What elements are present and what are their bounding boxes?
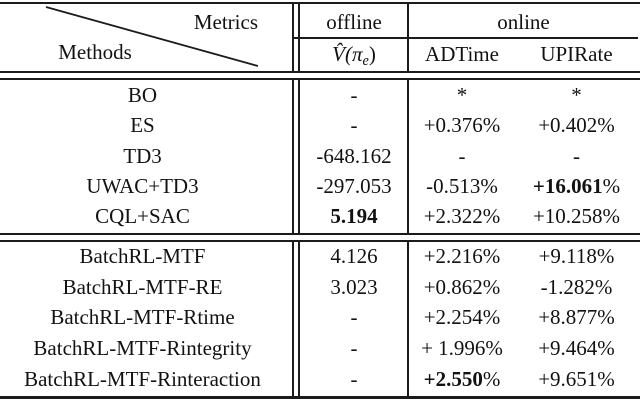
double-vertical-rule: [298, 4, 300, 71]
upirate-value: +10.258%: [532, 204, 621, 229]
upirate-value: +9.118%: [538, 243, 615, 268]
close-paren: ): [368, 42, 376, 66]
section-double-rule: [0, 233, 640, 235]
table-row: BO - * *: [0, 80, 640, 110]
v-hat-symbol: V̂: [332, 42, 345, 66]
method-name: CQL+SAC: [95, 204, 190, 229]
adtime-value: +2.550%: [423, 367, 501, 392]
upirate-value: +16.061%: [532, 173, 621, 198]
method-name: ES: [130, 113, 155, 138]
adtime-value: *: [456, 82, 468, 107]
table-row: CQL+SAC 5.194 +2.322% +10.258%: [0, 202, 640, 232]
method-name: TD3: [123, 143, 162, 168]
table-row: BatchRL-MTF-Rintegrity - + 1.996% +9.464%: [0, 333, 640, 364]
upirate-value: +0.402%: [538, 113, 615, 138]
offline-value: -: [350, 82, 358, 107]
table-row: BatchRL-MTF 4.126 +2.216% +9.118%: [0, 241, 640, 272]
offline-value: -: [350, 336, 358, 361]
header-double-rule: [0, 71, 640, 73]
table-row: BatchRL-MTF-RE 3.023 +0.862% -1.282%: [0, 272, 640, 303]
double-vertical-rule: [292, 242, 294, 396]
section-double-rule: [0, 240, 640, 242]
adtime-value: +2.254%: [423, 305, 501, 330]
offline-value: 3.023: [330, 274, 378, 299]
upirate-column-header: UPIRate: [540, 42, 613, 66]
method-name: BatchRL-MTF-RE: [62, 274, 223, 299]
baseline-methods-block: BO - * * ES - +0.376% +0.402% TD3 -648.162 - - UWAC+…: [0, 80, 640, 232]
offline-value: -: [350, 367, 358, 392]
table-row: BatchRL-MTF-Rtime - +2.254% +8.877%: [0, 303, 640, 334]
adtime-value: -: [458, 143, 466, 168]
pi-subscript-e: e: [362, 52, 369, 69]
adtime-value: +2.216%: [423, 243, 501, 268]
single-vertical-rule: [407, 242, 409, 396]
header-mid-rule: [293, 37, 638, 39]
upirate-value: -1.282%: [540, 274, 613, 299]
adtime-value: +2.322%: [423, 204, 501, 229]
table-bottom-rule: [0, 396, 640, 399]
adtime-value: +0.376%: [423, 113, 501, 138]
adtime-column-header: ADTime: [425, 42, 499, 66]
offline-value: -: [350, 113, 358, 138]
method-name: BatchRL-MTF-Rtime: [50, 305, 235, 330]
adtime-value: -0.513%: [426, 173, 498, 198]
upirate-value: +8.877%: [538, 305, 615, 330]
adtime-value: +0.862%: [423, 274, 501, 299]
table-row: ES - +0.376% +0.402%: [0, 110, 640, 140]
double-vertical-rule: [298, 80, 300, 233]
table-row: UWAC+TD3 -297.053 -0.513% +16.061%: [0, 171, 640, 201]
value-estimate-header: V̂(πe): [303, 40, 405, 69]
upirate-value: +9.464%: [538, 336, 615, 361]
method-name: BatchRL-MTF: [79, 243, 206, 268]
method-name: BatchRL-MTF-Rintegrity: [33, 336, 252, 361]
online-group-header: online: [497, 10, 550, 34]
single-vertical-rule: [407, 4, 409, 71]
offline-value: -648.162: [316, 143, 392, 168]
table-top-rule: [0, 2, 640, 4]
double-vertical-rule: [298, 242, 300, 396]
single-vertical-rule: [407, 80, 409, 233]
method-name: BatchRL-MTF-Rinteraction: [24, 367, 261, 392]
methods-corner-label: Methods: [58, 40, 132, 64]
offline-value: -297.053: [316, 173, 392, 198]
pi-symbol: (π: [344, 42, 363, 66]
upirate-value: +9.651%: [538, 367, 615, 392]
double-vertical-rule: [292, 4, 294, 71]
method-name: BO: [127, 82, 158, 107]
offline-value: 5.194: [330, 204, 378, 229]
table-row: BatchRL-MTF-Rinteraction - +2.550% +9.651%: [0, 364, 640, 395]
metrics-corner-label: Metrics: [193, 10, 258, 34]
offline-group-header: offline: [326, 10, 382, 34]
adtime-value: + 1.996%: [421, 336, 503, 361]
batchrl-methods-block: BatchRL-MTF 4.126 +2.216% +9.118% BatchRL-MT…: [0, 241, 640, 395]
header-double-rule: [0, 78, 640, 80]
offline-value: -: [350, 305, 358, 330]
method-name: UWAC+TD3: [86, 173, 199, 198]
upirate-value: *: [571, 82, 582, 107]
table-row: TD3 -648.162 - -: [0, 141, 640, 171]
double-vertical-rule: [292, 80, 294, 233]
offline-value: 4.126: [330, 243, 378, 268]
upirate-value: -: [573, 143, 580, 168]
